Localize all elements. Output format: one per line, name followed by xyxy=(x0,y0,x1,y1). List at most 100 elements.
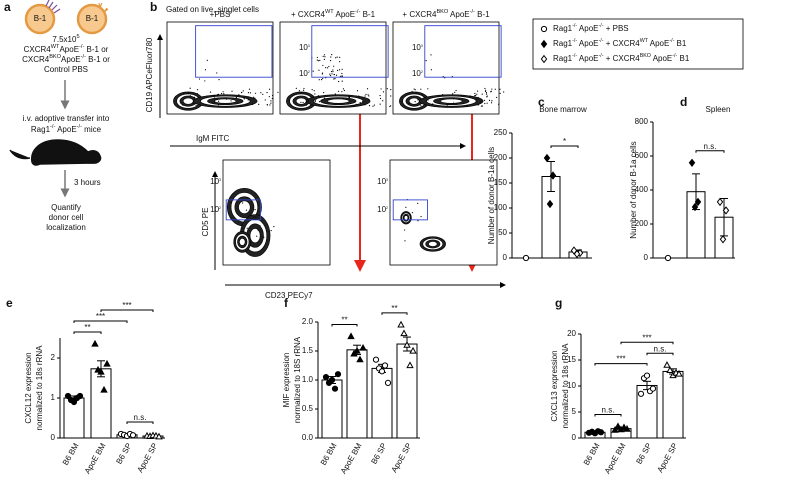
y-tick-label: 50 xyxy=(498,228,507,237)
group-text: CXCR4WTApoE-/- B-1 or xyxy=(24,44,109,54)
data-point xyxy=(359,343,367,351)
text-part: ApoE xyxy=(55,125,76,134)
cell xyxy=(24,3,56,35)
panel-letter: c xyxy=(538,95,545,109)
event-dot xyxy=(338,61,341,63)
data-point xyxy=(614,422,622,430)
y-axis-label: normalized to 18S rRNA xyxy=(293,336,302,423)
event-dot xyxy=(432,103,434,106)
data-point xyxy=(381,362,389,369)
superscript: -/- xyxy=(77,124,82,130)
event-dot xyxy=(379,97,382,100)
y-tick-label: 200 xyxy=(635,219,649,228)
event-dot xyxy=(334,93,336,95)
receptors xyxy=(98,2,109,13)
event-dot xyxy=(254,92,257,94)
data-point xyxy=(675,369,683,377)
event-dot xyxy=(298,90,301,92)
y-tick-label: 5 xyxy=(572,407,577,416)
x-tick-label: B6 SP xyxy=(114,442,133,466)
event-dot xyxy=(302,101,304,104)
y-tick-label: 0 xyxy=(51,433,56,442)
event-dot xyxy=(183,92,185,94)
y-tick-label: 150 xyxy=(494,178,508,187)
event-dot xyxy=(486,102,488,104)
event-dot xyxy=(301,91,303,94)
x-tick-label: B6 SP xyxy=(634,442,653,466)
event-dot xyxy=(475,94,477,96)
event-dot xyxy=(231,90,233,92)
event-dot xyxy=(430,54,432,56)
y-axis-label: Number of donor B-1a cells xyxy=(487,147,496,244)
panel-letter: a xyxy=(4,0,11,14)
event-dot xyxy=(341,80,343,82)
text-part: B1 xyxy=(674,39,687,48)
significance-bracket xyxy=(331,324,358,327)
y-axis-label: CXCL12 expression xyxy=(24,352,33,423)
event-dot xyxy=(353,105,355,107)
event-dot xyxy=(486,96,488,98)
event-dot xyxy=(331,73,333,75)
event-dot xyxy=(382,91,385,93)
event-dot xyxy=(242,90,244,92)
event-dot xyxy=(386,88,388,90)
dose-text: 7.5x105 xyxy=(52,34,79,44)
significance-label: n.s. xyxy=(654,344,667,353)
event-dot xyxy=(336,56,338,58)
superscript: -/- xyxy=(470,9,475,15)
event-dot xyxy=(453,97,455,100)
event-dot xyxy=(273,225,275,228)
event-dot xyxy=(243,98,245,100)
event-dot xyxy=(338,80,340,83)
data-point xyxy=(649,385,657,392)
event-dot xyxy=(358,97,360,99)
event-dot xyxy=(491,88,493,90)
y-axis-label: normalized to 18s rRNA xyxy=(561,343,570,429)
bar xyxy=(371,367,393,439)
text-part: 10 xyxy=(412,43,421,52)
event-dot xyxy=(266,91,268,94)
text-part: 10 xyxy=(210,205,219,214)
event-dot xyxy=(270,229,272,232)
event-dot xyxy=(335,74,338,76)
event-dot xyxy=(390,89,392,91)
event-dot xyxy=(355,103,357,105)
data-point xyxy=(406,361,414,369)
event-dot xyxy=(341,72,343,75)
event-dot xyxy=(484,90,487,92)
panel-letter: g xyxy=(555,296,562,310)
significance-label: n.s. xyxy=(602,406,615,415)
event-dot xyxy=(247,96,249,98)
event-dot xyxy=(498,103,500,105)
density-contour xyxy=(214,98,237,104)
data-point xyxy=(378,368,386,375)
event-dot xyxy=(323,58,325,60)
event-dot xyxy=(485,89,487,91)
bar xyxy=(662,370,684,439)
event-dot xyxy=(425,59,427,62)
event-dot xyxy=(206,59,208,61)
event-dot xyxy=(404,240,406,242)
superscript: 3 xyxy=(421,44,423,48)
density-contour xyxy=(239,238,246,246)
event-dot xyxy=(359,101,361,104)
significance-label: n.s. xyxy=(704,142,717,151)
superscript: 3 xyxy=(386,178,388,182)
event-dot xyxy=(209,91,212,93)
event-dot xyxy=(322,55,324,57)
superscript: 2 xyxy=(219,206,221,210)
event-dot xyxy=(257,204,259,206)
gate xyxy=(195,25,273,78)
event-dot xyxy=(427,88,429,90)
event-dot xyxy=(321,73,323,75)
event-dot xyxy=(480,105,483,107)
event-dot xyxy=(259,225,261,227)
significance-bracket xyxy=(550,145,579,148)
superscript: BKO xyxy=(49,54,61,60)
event-dot xyxy=(217,104,220,106)
event-dot xyxy=(217,93,219,96)
y-tick-label: 100 xyxy=(494,203,508,212)
event-dot xyxy=(452,102,455,104)
text-part: ApoE xyxy=(651,54,672,63)
y-tick-label: 0 xyxy=(503,253,508,262)
